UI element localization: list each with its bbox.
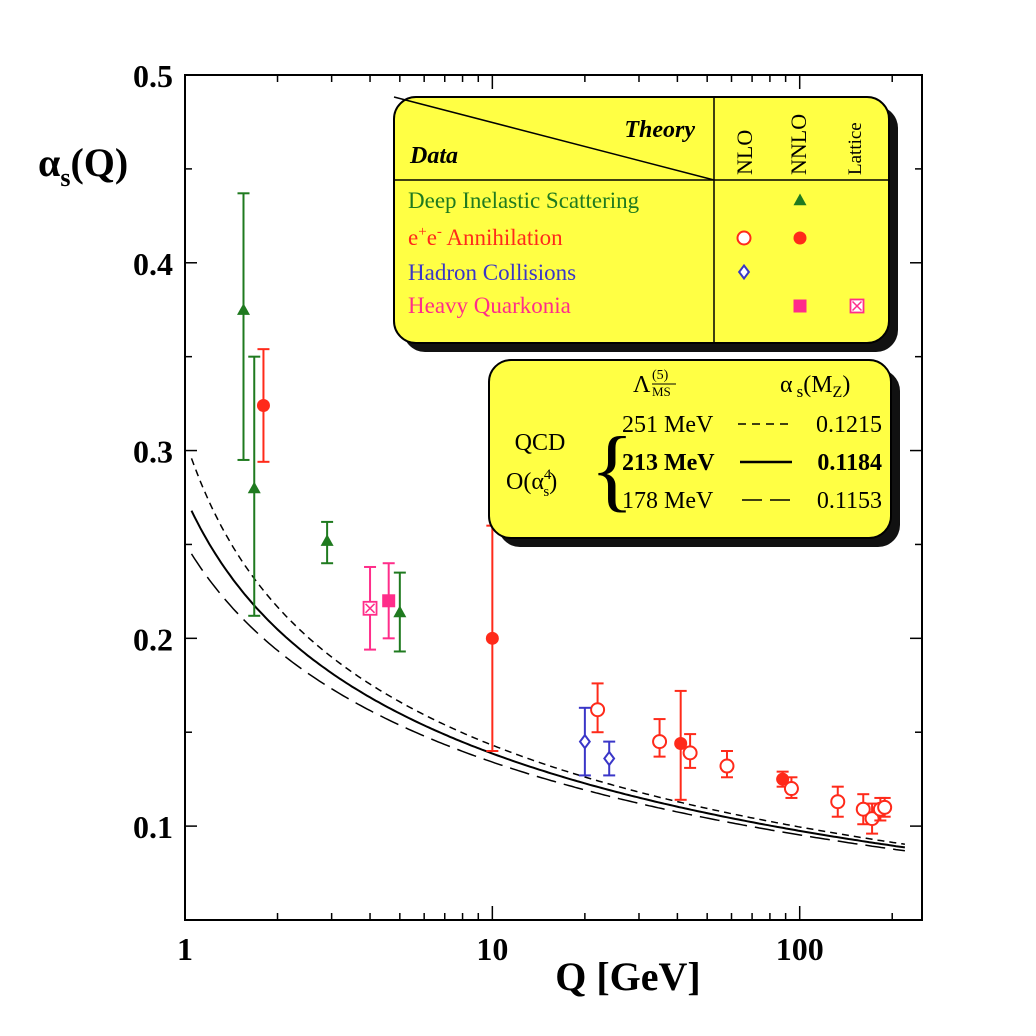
qcd-row-3-alpha: 0.1153 — [817, 488, 882, 514]
legend-marker-filled-triangle — [793, 193, 807, 206]
tick-layer: 0.1 0.2 0.3 0.4 0.5 1 10 100 — [133, 58, 922, 967]
legend-col-nlo: NLO — [732, 130, 757, 175]
qcd-brace: { — [590, 418, 634, 520]
data-point-7 — [652, 718, 668, 758]
data-point-10 — [719, 750, 735, 779]
data-point-8 — [674, 689, 688, 801]
data-point-14 — [855, 793, 871, 826]
qcd-header-alpha: α s(MZ) — [780, 372, 850, 401]
point-marker-cross — [365, 603, 376, 614]
qcd-row-2-lambda: 213 MeV — [622, 450, 715, 476]
point-marker — [877, 799, 893, 815]
point-marker — [864, 811, 880, 827]
legend-markers — [736, 193, 865, 314]
legend-col-nnlo: NNLO — [786, 114, 811, 175]
data-point-13 — [830, 785, 846, 818]
legend-header-theory: Theory — [624, 117, 695, 143]
data-point-21 — [362, 565, 378, 651]
y-tick-label: 0.4 — [133, 246, 173, 282]
y-tick-label: 0.3 — [133, 434, 173, 470]
data-point-20 — [382, 562, 396, 640]
point-marker — [393, 605, 407, 618]
qcd-curve-solid — [190, 510, 906, 849]
curve-layer — [190, 458, 906, 852]
y-tick-label: 0.2 — [133, 621, 173, 657]
data-point-12 — [783, 776, 799, 799]
y-tick-label: 0.1 — [133, 809, 173, 845]
point-marker — [783, 781, 799, 797]
qcd-row-2-alpha: 0.1184 — [817, 450, 882, 476]
data-point-1 — [247, 355, 261, 617]
qcd-curve-longdash — [190, 553, 906, 852]
qcd-row-1-lambda: 251 MeV — [622, 412, 714, 438]
qcd-row-3-lambda: 178 MeV — [622, 488, 714, 514]
plot-frame — [184, 74, 923, 921]
legend-marker-open-circle — [736, 230, 752, 246]
legend-marker-crossed-square-cross — [851, 300, 863, 312]
legend-box: Theory Data NLO NNLO Lattice Deep Inelas… — [393, 96, 898, 352]
data-point-19 — [603, 740, 616, 777]
y-axis-title: αs(Q) — [38, 140, 128, 192]
point-marker — [578, 733, 591, 750]
x-axis-title: Q [GeV] — [555, 954, 701, 999]
point-marker — [320, 534, 334, 546]
x-tick-label: 1 — [177, 931, 193, 967]
point-marker — [830, 794, 846, 810]
qcd-header-lambda: Λ — [633, 372, 651, 398]
x-tick-label: 10 — [476, 931, 508, 967]
point-marker — [485, 631, 499, 645]
point-marker — [855, 801, 871, 817]
point-marker — [256, 398, 270, 412]
point-marker — [382, 594, 396, 608]
data-point-9 — [682, 733, 698, 769]
y-tick-label: 0.5 — [133, 58, 173, 94]
qcd-header-lambda-sub: MS — [652, 384, 671, 399]
qcd-box: Λ (5) MS α s(MZ) QCD O(α4 s) { 251 MeV 0.1… — [488, 359, 900, 547]
legend-row-dis: Deep Inelastic Scattering — [408, 188, 640, 213]
point-marker — [674, 736, 688, 750]
point-layer — [236, 192, 893, 835]
legend-row-quarkonia: Heavy Quarkonia — [408, 293, 571, 318]
legend-marker-filled-square — [793, 299, 807, 313]
data-point-4 — [256, 348, 270, 463]
point-marker — [236, 303, 250, 315]
point-marker — [603, 750, 616, 767]
qcd-left-line1: QCD — [515, 430, 566, 456]
legend-marker-open-diamond — [737, 263, 751, 281]
data-point-3 — [393, 571, 407, 653]
legend-col-lattice: Lattice — [845, 122, 866, 175]
point-marker — [590, 702, 606, 718]
qcd-left-line2: O(α4 s) — [506, 467, 557, 500]
x-tick-label: 100 — [776, 931, 824, 967]
qcd-curve-dashed — [190, 458, 906, 845]
qcd-row-1-alpha: 0.1215 — [816, 412, 882, 438]
data-point-6 — [590, 682, 606, 734]
point-marker — [247, 481, 261, 494]
data-point-17 — [877, 796, 893, 818]
qcd-header-lambda-sup: (5) — [652, 368, 669, 383]
point-marker — [682, 745, 698, 761]
point-marker — [652, 734, 668, 750]
data-point-15 — [864, 802, 880, 835]
legend-marker-filled-circle — [793, 231, 807, 245]
data-point-0 — [236, 192, 250, 461]
legend-row-ee: e+e- Annihilation — [408, 224, 563, 250]
point-marker — [776, 772, 790, 786]
legend-row-hadron: Hadron Collisions — [408, 260, 576, 285]
data-point-2 — [320, 520, 334, 565]
legend-header-data: Data — [409, 143, 458, 169]
data-point-18 — [578, 706, 591, 777]
data-point-5 — [485, 524, 499, 752]
point-marker — [719, 758, 735, 774]
